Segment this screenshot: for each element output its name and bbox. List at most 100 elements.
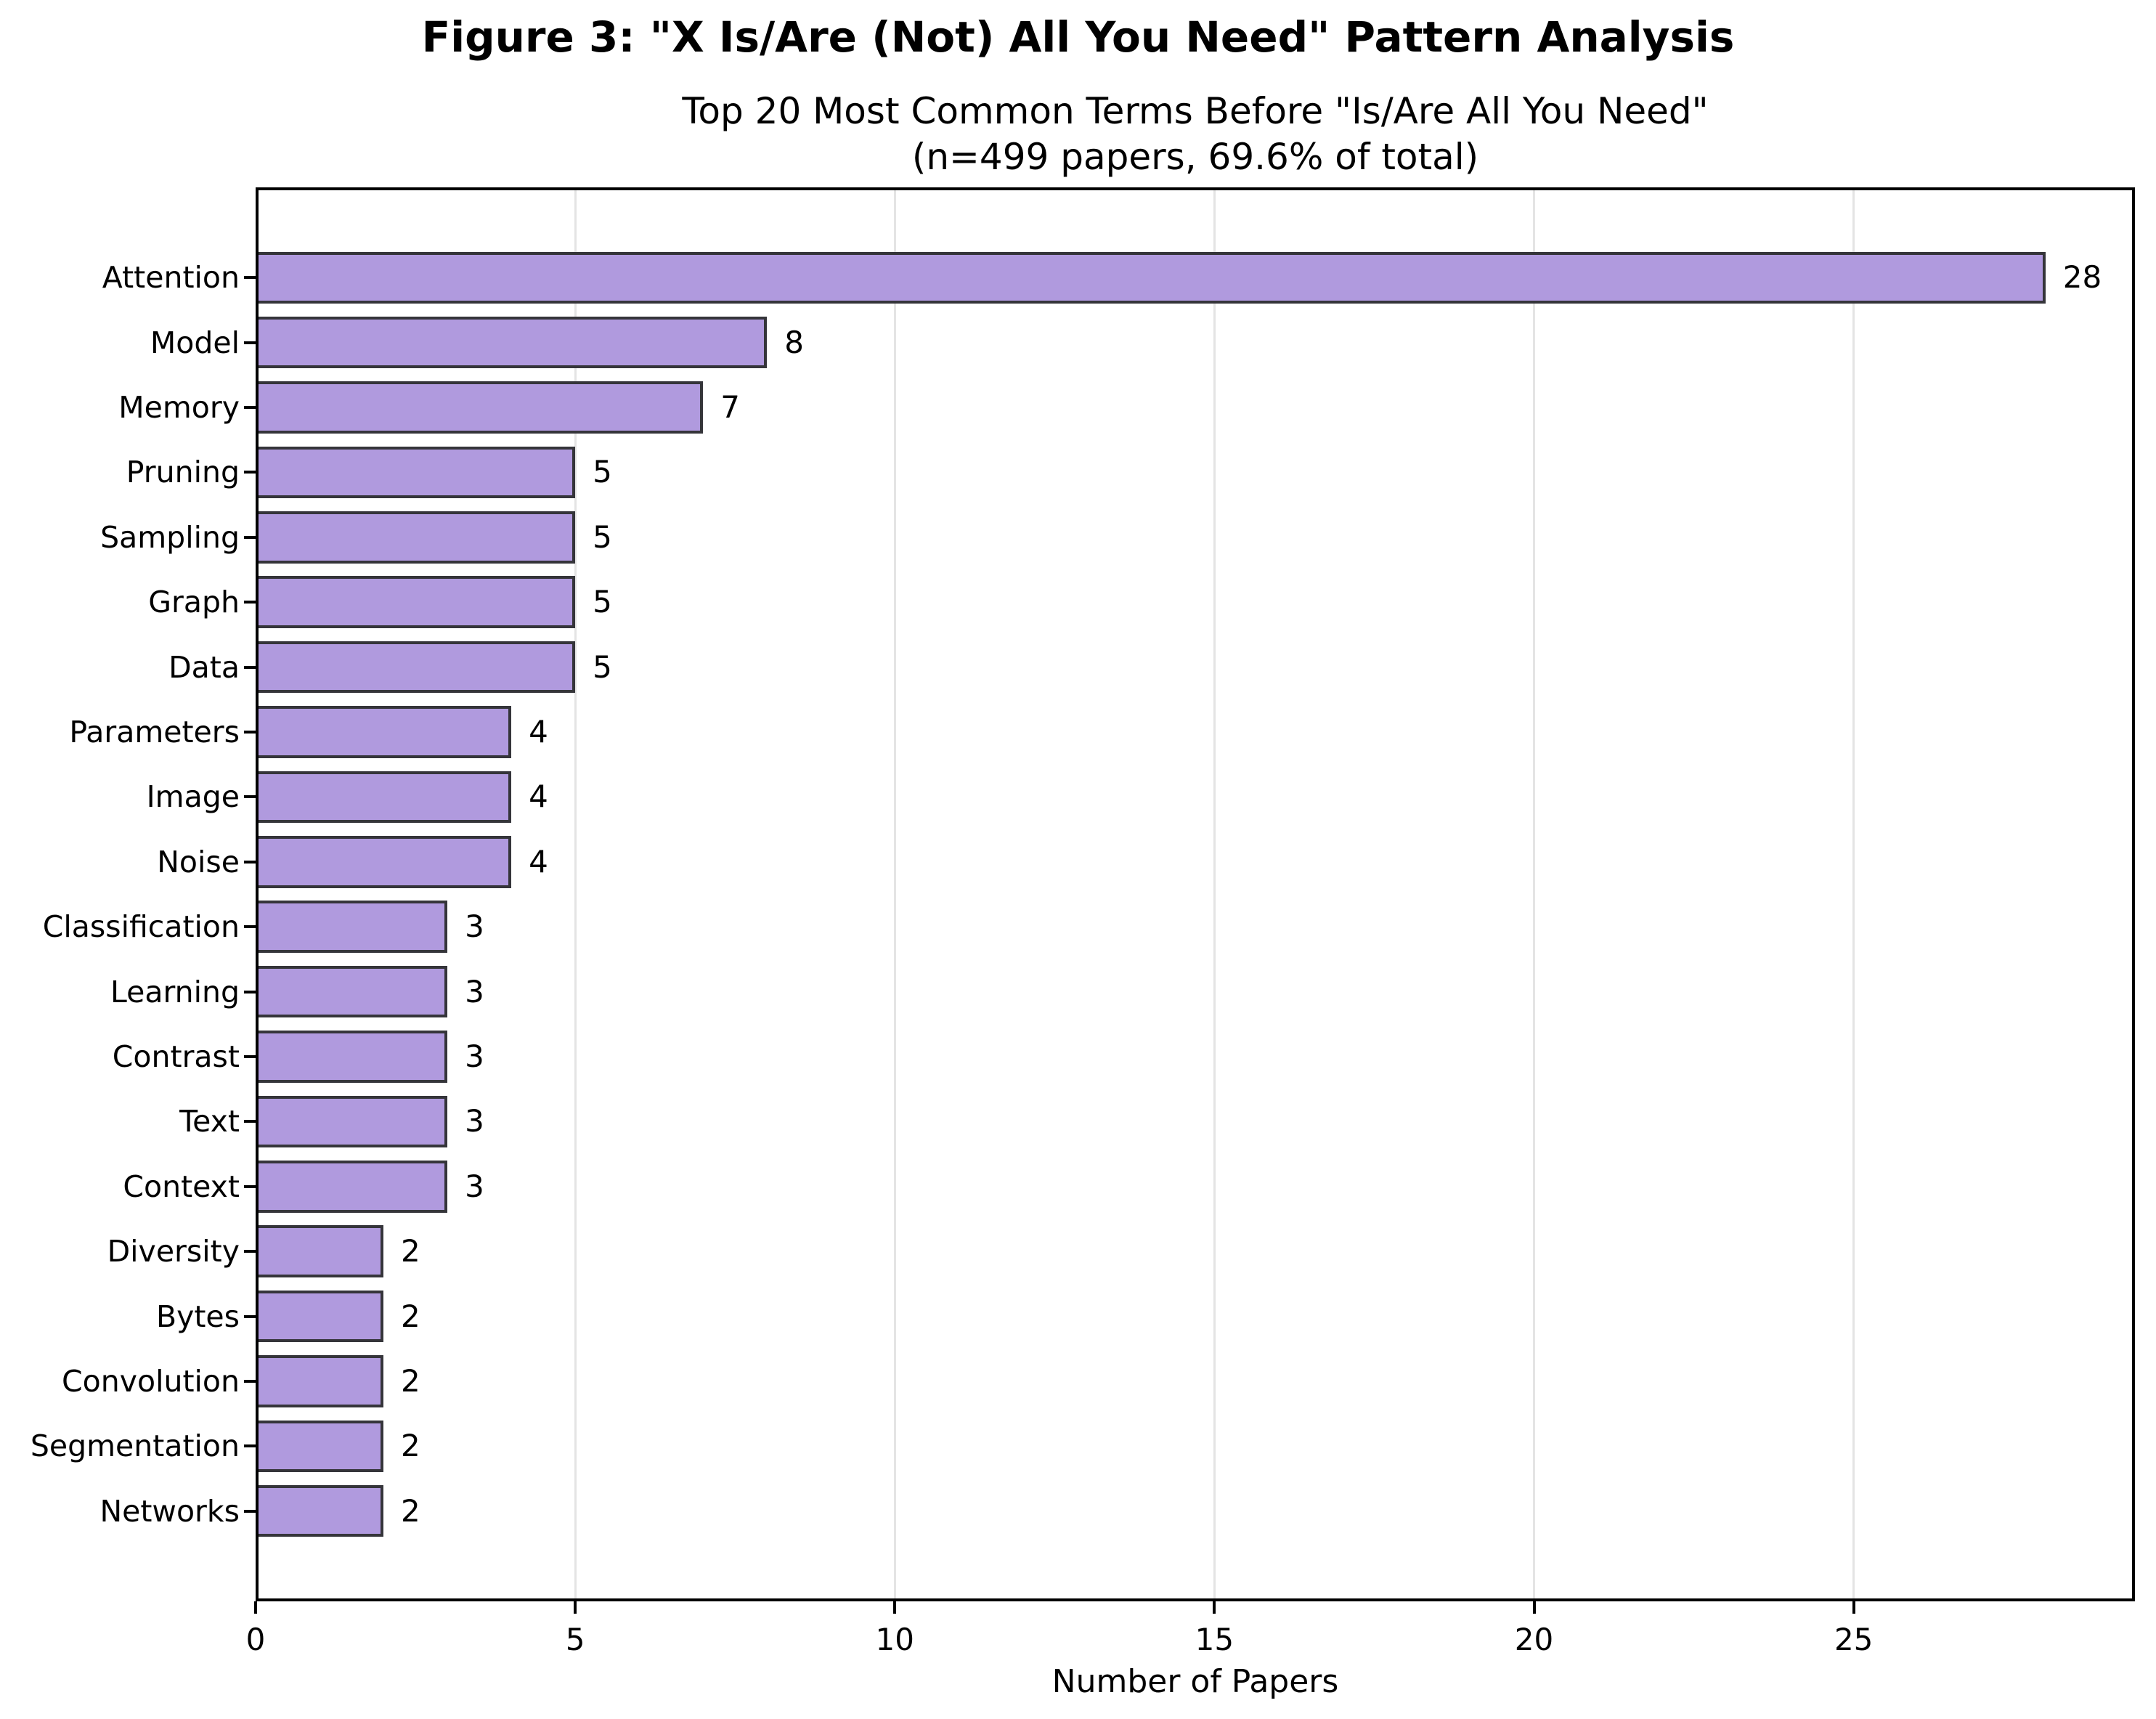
bar-value-label: 7 xyxy=(720,389,740,426)
x-tick-mark xyxy=(1852,1601,1855,1614)
bar-value-label: 2 xyxy=(401,1428,420,1464)
x-tick-mark xyxy=(254,1601,257,1614)
y-tick-mark xyxy=(244,925,256,929)
x-tick-label: 15 xyxy=(1195,1622,1234,1657)
y-tick-label: Contrast xyxy=(112,1039,240,1074)
y-tick-mark xyxy=(244,1184,256,1188)
bar-value-label: 2 xyxy=(401,1298,420,1334)
axes-title-line1: Top 20 Most Common Terms Before "Is/Are … xyxy=(682,90,1709,132)
bar-value-label: 28 xyxy=(2062,259,2102,296)
x-tick-mark xyxy=(574,1601,577,1614)
y-tick-mark xyxy=(244,601,256,604)
y-tick-mark xyxy=(244,731,256,733)
x-tick-label: 25 xyxy=(1834,1622,1874,1657)
y-tick-mark xyxy=(244,795,256,799)
y-tick-label: Context xyxy=(123,1169,240,1204)
y-tick-mark xyxy=(244,1509,256,1513)
y-tick-label: Memory xyxy=(118,390,240,426)
bar xyxy=(256,576,576,628)
bar-value-label: 5 xyxy=(593,519,612,555)
axes-spines xyxy=(256,187,2135,1601)
x-tick-label: 0 xyxy=(245,1622,266,1657)
gridline xyxy=(1533,187,1536,1601)
x-tick-mark xyxy=(1532,1601,1536,1614)
y-tick-mark xyxy=(244,535,256,539)
y-tick-mark xyxy=(244,1054,256,1058)
x-tick-mark xyxy=(1213,1601,1216,1614)
bar-value-label: 4 xyxy=(529,779,548,815)
y-tick-mark xyxy=(244,990,256,993)
bar-value-label: 8 xyxy=(784,324,804,360)
y-tick-label: Pruning xyxy=(126,455,240,490)
figure-title: Figure 3: "X Is/Are (Not) All You Need" … xyxy=(421,12,1735,62)
y-tick-label: Sampling xyxy=(100,519,240,555)
gridline xyxy=(893,187,896,1601)
axes-title-line2: (n=499 papers, 69.6% of total) xyxy=(911,136,1479,178)
y-tick-mark xyxy=(244,471,256,474)
bar-value-label: 3 xyxy=(465,973,484,1009)
bar xyxy=(256,251,2046,304)
bar-value-label: 2 xyxy=(401,1362,420,1399)
bar-value-label: 3 xyxy=(465,909,484,945)
bar-value-label: 4 xyxy=(529,714,548,749)
bar xyxy=(256,511,576,564)
bar xyxy=(256,1161,448,1213)
bar xyxy=(256,1420,384,1473)
y-tick-label: Convolution xyxy=(62,1363,240,1399)
bar xyxy=(256,1031,448,1083)
bar xyxy=(256,446,576,499)
bar xyxy=(256,965,448,1018)
bar xyxy=(256,1355,384,1407)
bar xyxy=(256,901,448,953)
bar xyxy=(256,706,512,758)
y-tick-mark xyxy=(244,665,256,669)
gridline xyxy=(1852,187,1855,1601)
y-tick-mark xyxy=(244,1379,256,1383)
y-tick-label: Parameters xyxy=(69,715,240,749)
gridline xyxy=(1213,187,1216,1601)
y-tick-mark xyxy=(244,860,256,863)
y-tick-label: Data xyxy=(168,649,240,685)
y-tick-label: Attention xyxy=(102,260,240,296)
y-tick-label: Model xyxy=(150,325,240,360)
y-tick-mark xyxy=(244,1120,256,1123)
y-tick-label: Graph xyxy=(148,585,240,620)
y-tick-label: Segmentation xyxy=(30,1429,240,1464)
bar-value-label: 3 xyxy=(465,1168,484,1204)
bar xyxy=(256,1095,448,1148)
bar-value-label: 5 xyxy=(593,649,612,685)
x-tick-label: 5 xyxy=(565,1622,585,1657)
y-tick-mark xyxy=(244,1314,256,1318)
y-tick-label: Networks xyxy=(99,1493,240,1529)
bar xyxy=(256,771,512,824)
bar-value-label: 2 xyxy=(401,1492,420,1529)
gridline xyxy=(574,187,577,1601)
bar xyxy=(256,641,576,694)
y-tick-mark xyxy=(244,276,256,280)
y-tick-label: Bytes xyxy=(155,1299,240,1334)
y-tick-label: Classification xyxy=(42,909,240,945)
y-tick-label: Image xyxy=(146,779,240,815)
y-tick-label: Noise xyxy=(157,844,240,879)
axes-title: Top 20 Most Common Terms Before "Is/Are … xyxy=(256,89,2135,180)
y-tick-label: Text xyxy=(179,1104,240,1139)
y-tick-label: Learning xyxy=(110,974,240,1009)
y-tick-mark xyxy=(244,341,256,344)
x-axis-label: Number of Papers xyxy=(1051,1663,1339,1700)
plot-area: 28 8 7 5 5 5 5 4 4 4 3 3 3 3 3 2 2 2 2 2 xyxy=(256,187,2135,1601)
x-tick-mark xyxy=(893,1601,897,1614)
y-tick-mark xyxy=(244,1250,256,1253)
y-tick-label: Diversity xyxy=(107,1234,240,1269)
y-tick-mark xyxy=(244,406,256,410)
bar-value-label: 4 xyxy=(529,843,548,879)
y-tick-mark xyxy=(244,1444,256,1448)
x-tick-label: 20 xyxy=(1514,1622,1554,1657)
bar-value-label: 5 xyxy=(593,584,612,620)
bar-value-label: 5 xyxy=(593,454,612,490)
bar xyxy=(256,1290,384,1343)
bar xyxy=(256,381,704,434)
bar xyxy=(256,1225,384,1277)
bar-value-label: 3 xyxy=(465,1038,484,1074)
bar-value-label: 3 xyxy=(465,1103,484,1139)
